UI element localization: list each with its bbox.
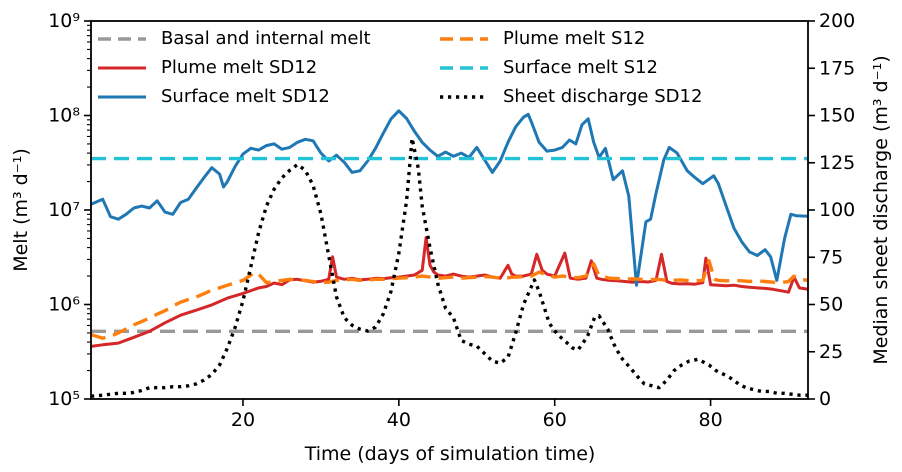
legend-label-sheet_sd12: Sheet discharge SD12: [503, 85, 703, 107]
right-axis-tick-label: 150: [819, 105, 855, 127]
left-axis-tick-label: 10⁶: [48, 294, 80, 316]
x-axis-title: Time (days of simulation time): [304, 443, 596, 465]
x-axis-tick-label: 20: [231, 409, 255, 431]
right-y-axis-title: Median sheet discharge (m³ d⁻¹): [870, 55, 892, 365]
right-axis-tick-label: 25: [819, 341, 843, 363]
right-axis-tick-label: 125: [819, 152, 855, 174]
legend-swatch-surface_sd12: [98, 95, 146, 98]
plot-border: [90, 20, 809, 400]
legend-label-plume_sd12: Plume melt SD12: [161, 56, 318, 78]
x-axis-tick-label: 60: [543, 409, 567, 431]
legend-swatch-basal: [98, 36, 146, 41]
right-axis-tick-label: 50: [819, 294, 843, 316]
left-axis-tick-label: 10⁹: [48, 10, 80, 32]
left-axis-tick-label: 10⁷: [48, 199, 80, 221]
legend-label-surface_sd12: Surface melt SD12: [161, 85, 330, 107]
legend-column-1: Basal and internal melt Plume melt SD12 Su…: [96, 24, 371, 111]
legend-swatch-sheet_sd12: [440, 94, 488, 99]
legend-item-sheet_sd12: Sheet discharge SD12: [438, 82, 702, 111]
right-axis-tick-label: 175: [819, 57, 855, 79]
right-axis-tick-label: 200: [819, 10, 855, 32]
series-line-surface_sd12: [91, 109, 808, 287]
legend-item-surface_s12: Surface melt S12: [438, 53, 702, 82]
legend-label-surface_s12: Surface melt S12: [503, 56, 659, 78]
legend-item-surface_sd12: Surface melt SD12: [96, 82, 371, 111]
legend-swatch-plume_sd12: [98, 66, 146, 69]
legend-label-basal: Basal and internal melt: [161, 27, 371, 49]
legend-column-2: Plume melt S12 Surface melt S12 Sheet disc…: [438, 24, 702, 111]
series-line-sheet_sd12: [91, 136, 808, 398]
x-axis-tick-label: 80: [698, 409, 722, 431]
legend-item-basal: Basal and internal melt: [96, 24, 371, 53]
legend-item-plume_s12: Plume melt S12: [438, 24, 702, 53]
left-axis-tick-label: 10⁸: [48, 105, 80, 127]
legend-item-plume_sd12: Plume melt SD12: [96, 53, 371, 82]
left-y-axis-title: Melt (m³ d⁻¹): [10, 148, 32, 272]
legend-label-plume_s12: Plume melt S12: [503, 27, 646, 49]
series-line-plume_s12: [91, 259, 808, 340]
right-axis-tick-label: 75: [819, 246, 843, 268]
right-axis-tick-label: 0: [819, 388, 831, 410]
legend-swatch-plume_s12: [440, 36, 488, 41]
right-axis-tick-label: 100: [819, 199, 855, 221]
x-axis-tick-label: 40: [387, 409, 411, 431]
legend-swatch-surface_s12: [440, 65, 488, 70]
left-axis-tick-label: 10⁵: [48, 388, 80, 410]
